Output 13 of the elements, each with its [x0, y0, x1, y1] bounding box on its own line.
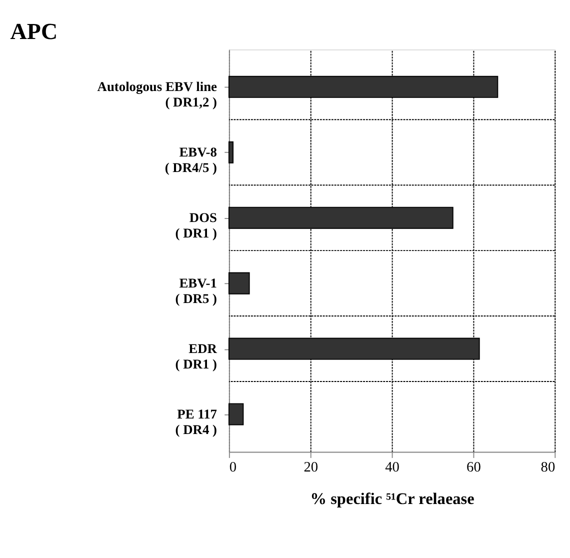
text: APC	[10, 18, 58, 44]
y-tick-label: EBV-1 ( DR5 )	[175, 276, 218, 306]
y-tick-label: EDR ( DR1 )	[175, 341, 218, 372]
y-tick-label: Autologous EBV line ( DR1,2 )	[97, 79, 218, 110]
y-tick-label: EBV-8 ( DR4/5 )	[164, 144, 218, 176]
x-tick-label: 0	[229, 459, 237, 476]
x-tick-label: 40	[385, 459, 400, 476]
x-tick-label: 80	[540, 459, 556, 476]
y-tick-label: PE 117 ( DR4 )	[175, 406, 218, 437]
x-tick-label: 20	[304, 459, 318, 476]
y-tick-label: DOS ( DR1 )	[175, 210, 217, 240]
x-axis-title: % specific ⁵¹Cr relaease	[310, 488, 474, 508]
x-tick-label: 60	[466, 459, 481, 476]
